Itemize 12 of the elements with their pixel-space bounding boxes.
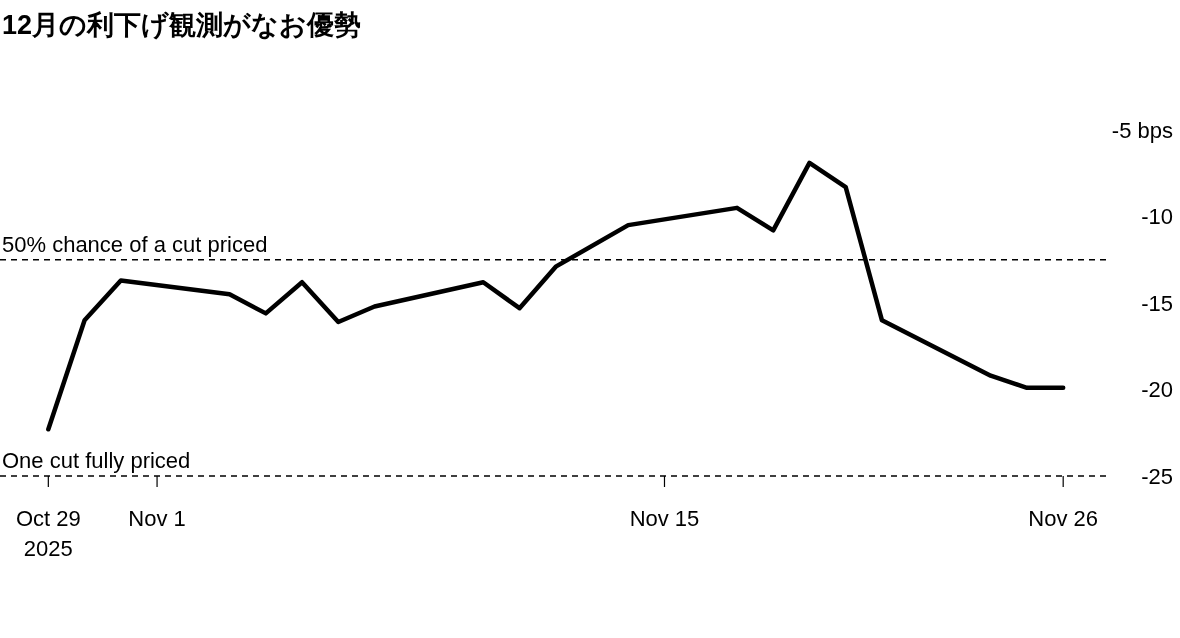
y-tick-label: -5 bps xyxy=(1111,117,1173,143)
y-tick-label: -10 xyxy=(1141,204,1173,229)
y-tick-label: -20 xyxy=(1141,377,1173,402)
ref-line-label: 50% chance of a cut priced xyxy=(2,231,268,257)
y-tick-label: -15 xyxy=(1141,290,1173,316)
ref-line-label: One cut fully priced xyxy=(2,448,191,473)
chart-title: 12月の利下げ観測がなお優勢 xyxy=(2,10,362,40)
x-tick-label: Nov 26 xyxy=(1028,506,1099,531)
x-tick-label: Nov 1 xyxy=(128,506,186,531)
y-tick-label: -25 xyxy=(1141,463,1173,489)
x-tick-label: Nov 15 xyxy=(629,506,700,531)
x-tick-label: Oct 29 2025 xyxy=(15,506,81,561)
